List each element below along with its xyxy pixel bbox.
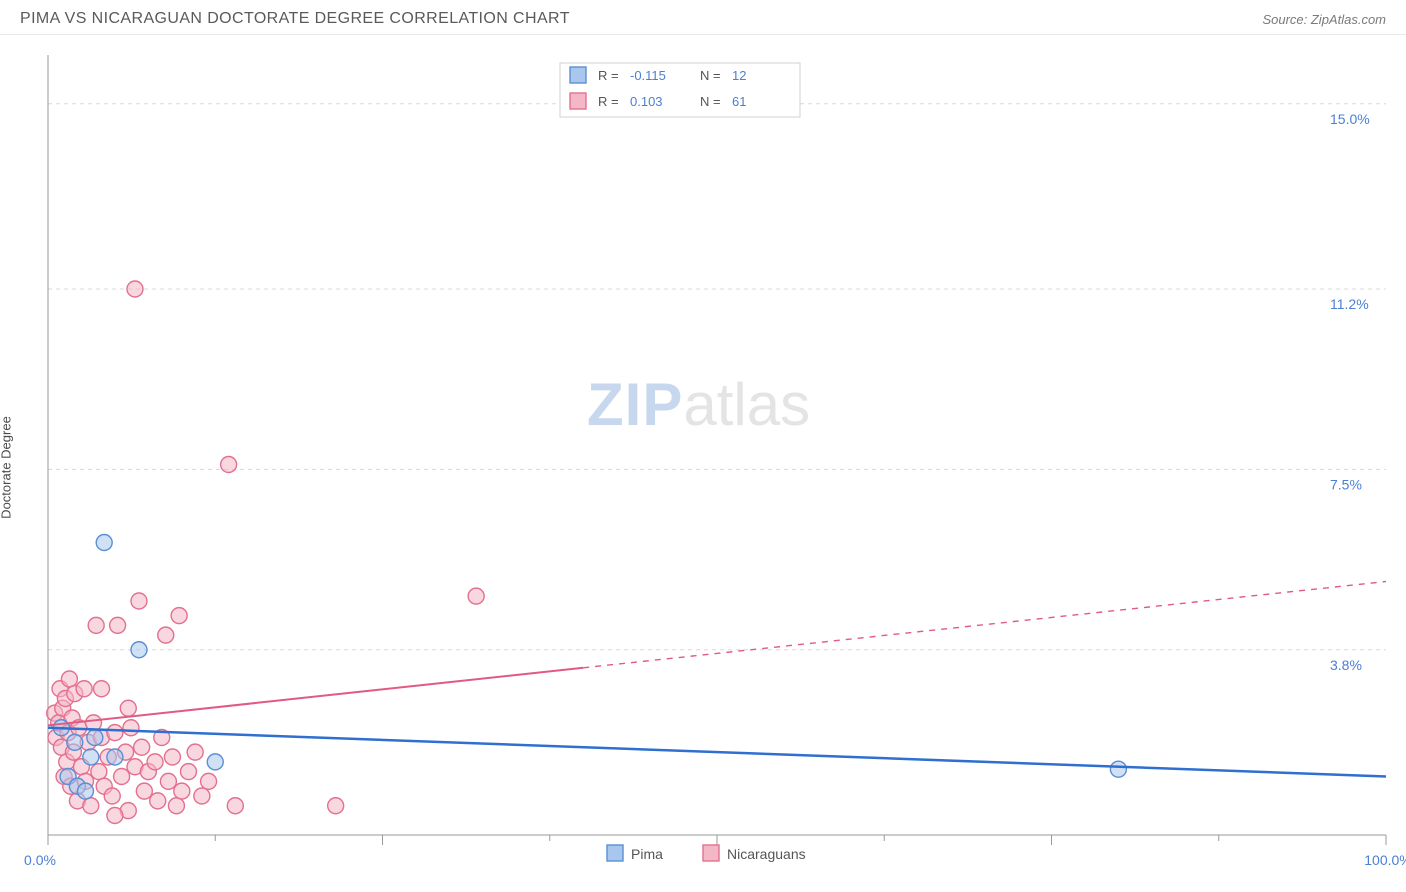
data-point xyxy=(96,535,112,551)
chart-header: PIMA VS NICARAGUAN DOCTORATE DEGREE CORR… xyxy=(0,0,1406,35)
data-point xyxy=(91,764,107,780)
chart-title: PIMA VS NICARAGUAN DOCTORATE DEGREE CORR… xyxy=(20,10,570,28)
stats-r-label: R = xyxy=(598,94,619,109)
scatter-chart: ZIPatlas 3.8% 7.5% 11.2% 15.0% 0.0% 100.0% R =-… xyxy=(0,35,1406,885)
y-tick-label: 7.5% xyxy=(1330,476,1362,492)
data-point xyxy=(114,769,130,785)
y-axis-label: Doctorate Degree xyxy=(0,416,14,519)
data-point xyxy=(77,783,93,799)
legend-swatch xyxy=(607,845,623,861)
data-point xyxy=(61,671,77,687)
data-point xyxy=(150,793,166,809)
x-tick-label: 0.0% xyxy=(24,852,56,868)
data-point xyxy=(104,788,120,804)
trend-line xyxy=(48,668,583,726)
data-point xyxy=(94,681,110,697)
chart-source: Source: ZipAtlas.com xyxy=(1262,12,1386,27)
stats-r-value: 0.103 xyxy=(630,94,663,109)
data-point xyxy=(221,457,237,473)
data-point xyxy=(83,749,99,765)
data-point xyxy=(131,593,147,609)
legend-label: Pima xyxy=(631,846,663,862)
data-point xyxy=(174,783,190,799)
stats-r-value: -0.115 xyxy=(630,68,666,83)
data-point xyxy=(187,744,203,760)
data-point xyxy=(180,764,196,780)
data-point xyxy=(131,642,147,658)
stats-r-label: R = xyxy=(598,68,619,83)
stats-box xyxy=(560,63,800,117)
trend-line xyxy=(48,728,1386,777)
data-point xyxy=(136,783,152,799)
data-point xyxy=(171,608,187,624)
data-point xyxy=(120,700,136,716)
data-point xyxy=(328,798,344,814)
legend-swatch xyxy=(570,67,586,83)
data-point xyxy=(107,749,123,765)
data-point xyxy=(134,739,150,755)
data-point xyxy=(168,798,184,814)
stats-n-label: N = xyxy=(700,94,721,109)
data-point xyxy=(67,734,83,750)
data-point xyxy=(87,730,103,746)
data-point xyxy=(194,788,210,804)
data-point xyxy=(207,754,223,770)
data-point xyxy=(107,725,123,741)
data-point xyxy=(147,754,163,770)
data-point xyxy=(107,808,123,824)
stats-n-value: 61 xyxy=(732,94,746,109)
watermark: ZIPatlas xyxy=(587,371,810,438)
stats-n-label: N = xyxy=(700,68,721,83)
data-point xyxy=(127,281,143,297)
data-point xyxy=(110,617,126,633)
data-point xyxy=(468,588,484,604)
data-point xyxy=(88,617,104,633)
trend-line-dashed xyxy=(583,582,1386,668)
chart-area: Doctorate Degree ZIPatlas 3.8% 7.5% 11.2% 15… xyxy=(0,35,1406,885)
data-point xyxy=(1110,761,1126,777)
legend-label: Nicaraguans xyxy=(727,846,806,862)
x-tick-label: 100.0% xyxy=(1364,852,1406,868)
stats-n-value: 12 xyxy=(732,68,746,83)
data-point xyxy=(123,720,139,736)
data-point xyxy=(201,773,217,789)
legend-swatch xyxy=(570,93,586,109)
data-point xyxy=(227,798,243,814)
data-point xyxy=(83,798,99,814)
data-point xyxy=(158,627,174,643)
data-point xyxy=(76,681,92,697)
data-point xyxy=(160,773,176,789)
y-tick-label: 3.8% xyxy=(1330,657,1362,673)
legend-swatch xyxy=(703,845,719,861)
y-tick-label: 15.0% xyxy=(1330,111,1370,127)
y-tick-label: 11.2% xyxy=(1330,296,1369,312)
data-point xyxy=(164,749,180,765)
